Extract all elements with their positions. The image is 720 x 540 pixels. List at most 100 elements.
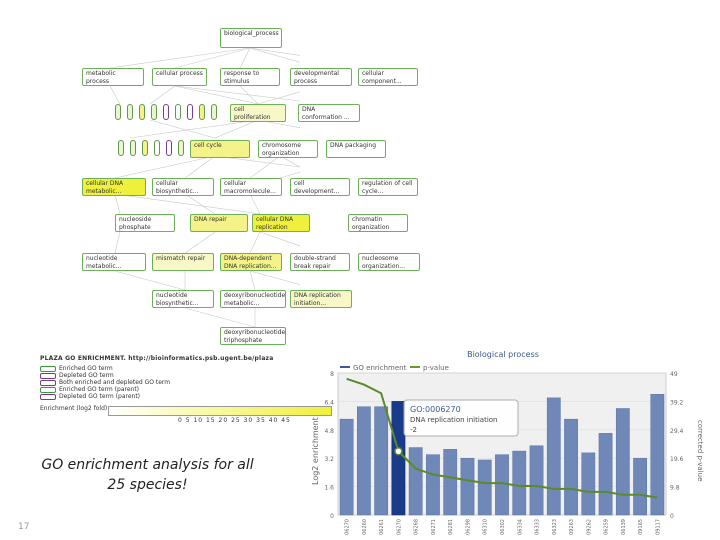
bar[interactable] (615, 408, 630, 516)
bar[interactable] (546, 397, 561, 516)
bar[interactable] (564, 418, 578, 516)
go-node[interactable]: DNA packaging (326, 140, 386, 158)
go-node[interactable]: cellular biosynthetic... (152, 178, 214, 196)
slide-number: 17 (18, 522, 30, 532)
go-tree-edges (109, 47, 300, 328)
go-node[interactable]: deoxyribonucleotide metabolic... (220, 290, 286, 308)
collapsed-node[interactable] (151, 104, 157, 120)
legend-title: PLAZA GO ENRICHMENT. http://bioinformati… (40, 355, 274, 362)
go-node[interactable]: chromatin organization (348, 214, 408, 232)
go-node[interactable]: nucleosome organization... (358, 253, 420, 271)
pvalue-point[interactable] (394, 446, 403, 456)
go-node[interactable]: cellular DNA replication (252, 214, 310, 232)
go-node-root[interactable]: biological_process (220, 28, 282, 48)
go-node[interactable]: cellular macromolecule... (220, 178, 282, 196)
x-tick-label: GO:0006310 (483, 519, 489, 535)
go-node[interactable]: metabolic process (82, 68, 144, 86)
swatch-icon (40, 393, 56, 400)
y2-axis-label: corrected p-value (696, 420, 704, 481)
y2-tick-label: 39.2 (670, 399, 684, 406)
collapsed-node[interactable] (115, 104, 121, 120)
collapsed-node[interactable] (142, 140, 148, 156)
collapsed-node[interactable] (199, 104, 205, 120)
go-node[interactable]: nucleotide metabolic... (82, 253, 146, 271)
bar[interactable] (426, 454, 440, 516)
collapsed-node[interactable] (187, 104, 193, 120)
y2-tick-label: 19.6 (670, 456, 684, 463)
legend-ticks: 0 5 10 15 20 25 30 35 40 45 (178, 417, 291, 424)
tooltip-label: DNA replication initiation (410, 416, 498, 424)
collapsed-node[interactable] (166, 140, 172, 156)
tooltip-value: -2 (410, 426, 417, 434)
y-tick-label: 4.8 (324, 428, 334, 435)
swatch-icon (40, 386, 56, 393)
go-node[interactable]: cellular DNA metabolic... (82, 178, 146, 196)
x-tick-label: GO:0006268 (414, 519, 420, 535)
bar[interactable] (374, 406, 389, 516)
go-node[interactable]: regulation of cell cycle... (358, 178, 418, 196)
bar[interactable] (339, 418, 354, 516)
go-node[interactable]: deoxyribonucleotide triphosphate (220, 327, 286, 345)
x-tick-label: GO:0006333 (535, 519, 541, 535)
collapsed-node[interactable] (163, 104, 169, 120)
bar[interactable] (650, 394, 665, 516)
tooltip-id: GO:0006270 (410, 405, 461, 414)
bar[interactable] (512, 450, 527, 516)
bar[interactable] (633, 457, 647, 516)
collapsed-node[interactable] (118, 140, 124, 156)
chart-title: Biological process (467, 350, 539, 359)
bar[interactable] (443, 449, 458, 516)
bar[interactable] (477, 459, 492, 516)
y-tick-label: 0 (330, 513, 334, 520)
x-tick-label: GO:0006323 (552, 519, 558, 535)
go-node[interactable]: double-strand break repair (290, 253, 350, 271)
bar[interactable] (408, 447, 423, 516)
bar[interactable] (460, 457, 475, 516)
bar[interactable] (391, 401, 406, 516)
x-tick-label: GO:0009263 (569, 519, 575, 535)
chart-tooltip: GO:0006270 DNA replication initiation -2 (403, 399, 519, 437)
enrichment-legend: PLAZA GO ENRICHMENT. http://bioinformati… (38, 355, 332, 425)
collapsed-node[interactable] (139, 104, 145, 120)
go-node[interactable]: cellular component... (358, 68, 418, 86)
go-node[interactable]: cell development... (290, 178, 350, 196)
legend-row: Enriched GO term (40, 365, 113, 372)
x-tick-label: GO:0006281 (448, 519, 454, 535)
bar[interactable] (581, 452, 596, 516)
go-node[interactable]: chromosome organization (258, 140, 318, 158)
go-node[interactable]: DNA repair (190, 214, 248, 232)
go-node[interactable]: developmental process (290, 68, 352, 86)
go-node[interactable]: cell proliferation (230, 104, 286, 122)
go-node[interactable]: nucleotide biosynthetic... (152, 290, 214, 308)
go-node[interactable]: DNA-dependent DNA replication... (220, 253, 282, 271)
go-node[interactable]: cellular process (152, 68, 207, 86)
collapsed-node[interactable] (127, 104, 133, 120)
collapsed-node[interactable] (130, 140, 136, 156)
go-node[interactable]: DNA replication initiation... (290, 290, 352, 308)
collapsed-node[interactable] (154, 140, 160, 156)
go-node[interactable]: nucleoside phosphate (115, 214, 175, 232)
collapsed-node[interactable] (178, 140, 184, 156)
swatch-icon (40, 379, 56, 386)
legend-pvalue: p-value (423, 364, 449, 372)
go-node[interactable]: response to stimulus (220, 68, 280, 86)
x-tick-label: GO:0006259 (604, 519, 610, 535)
go-node[interactable]: DNA conformation ... (298, 104, 360, 122)
go-node[interactable]: mismatch repair (152, 253, 214, 271)
swatch-icon (40, 365, 56, 372)
collapsed-node[interactable] (175, 104, 181, 120)
x-tick-label: GO:0006261 (379, 519, 385, 535)
legend-scale-label: Enrichment (log2 fold) (40, 405, 108, 412)
enrichment-chart: Biological process 8 6.4 4.8 3.2 1.6 0 49 39.2… (311, 350, 704, 535)
bar[interactable] (598, 433, 613, 516)
collapsed-node[interactable] (211, 104, 217, 120)
slide-caption: GO enrichment analysis for all 25 specie… (41, 457, 254, 493)
y-tick-label: 3.2 (324, 456, 334, 463)
bar[interactable] (357, 406, 371, 516)
bar[interactable] (529, 445, 544, 516)
y-axis-label: Log2 enrichment (311, 417, 320, 485)
legend-row: Enriched GO term (parent) (40, 386, 139, 393)
y-tick-label: 8 (330, 371, 334, 378)
go-node[interactable]: cell cycle (190, 140, 250, 158)
y-tick-label: 1.6 (324, 485, 334, 492)
